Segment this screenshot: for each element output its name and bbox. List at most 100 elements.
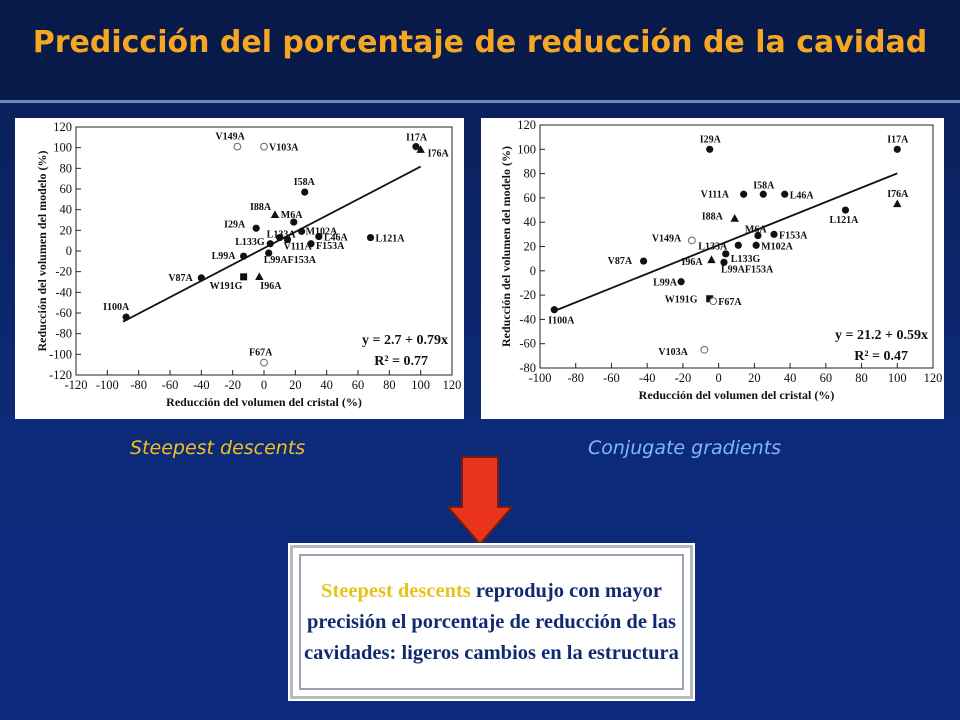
data-point-L99AF153A [720, 258, 728, 266]
data-point-L46A [315, 232, 323, 241]
down-arrow-icon [445, 456, 515, 546]
regression-equation: y = 2.7 + 0.79x [362, 333, 448, 348]
x-tick-label: 120 [924, 371, 943, 385]
x-tick-label: 120 [443, 378, 462, 392]
x-tick-label: -20 [675, 371, 692, 385]
chart-steepest-descents: -120 -100 -80 -60 -40 -20 0 20 40 60 80 100 120 -120-… [15, 118, 464, 419]
x-axis-label: Reducción del volumen del cristal (%) [639, 388, 835, 402]
point-label: W191G [210, 281, 243, 292]
x-tick-label: 80 [383, 378, 396, 392]
x-tick-label: 0 [716, 371, 722, 385]
point-label: M102A [761, 241, 793, 252]
regression-equation: y = 21.2 + 0.59x [835, 328, 928, 343]
point-label: V111A [284, 242, 313, 253]
data-point-V87A [197, 274, 205, 282]
data-point-V87A [640, 257, 648, 265]
data-point-L133G [722, 250, 730, 258]
caption-conjugate-gradients: Conjugate gradients [588, 437, 782, 459]
data-point-I96A [255, 272, 264, 281]
y-tick-label: 60 [60, 182, 73, 196]
point-label: F67A [718, 297, 742, 308]
y-tick-label: 100 [53, 141, 72, 155]
point-label: I17A [887, 134, 909, 145]
data-point-F67A [709, 297, 718, 306]
chart-svg-left: -120 -100 -80 -60 -40 -20 0 20 40 60 80 100 120-120-… [35, 120, 462, 409]
data-point-L99A [240, 252, 248, 260]
point-label: I29A [224, 219, 246, 230]
conclusion-body: reprodujo con mayor precisión el porcent… [304, 579, 679, 664]
y-tick-label: -60 [519, 337, 536, 351]
point-label: I96A [260, 281, 282, 292]
data-point-M6A [754, 231, 762, 240]
x-tick-label: -100 [96, 378, 119, 392]
y-tick-label: -80 [519, 361, 536, 375]
point-label: I58A [294, 177, 316, 188]
y-tick-label: 20 [60, 223, 73, 237]
data-point-V103A [260, 142, 268, 151]
y-tick-label: 120 [53, 120, 72, 134]
point-label: V87A [168, 273, 193, 284]
chart-conjugate-gradients: -100 -80 -60 -40 -20 0 20 40 60 80 100 120 -80 -60 -40… [481, 118, 944, 419]
point-label: V87A [608, 256, 633, 267]
data-point-I17A [893, 145, 901, 153]
x-tick-label: -60 [603, 371, 620, 385]
point-label: L121A [829, 215, 859, 226]
point-label: I58A [753, 180, 775, 191]
x-tick-label: -120 [65, 378, 88, 392]
y-tick-label: 40 [524, 215, 537, 229]
page-title: Predicción del porcentaje de reducción d… [32, 25, 928, 60]
point-label: W191G [665, 295, 698, 306]
data-point-F153A [307, 240, 315, 248]
data-point-L133G [266, 240, 274, 248]
regression-line [553, 172, 898, 312]
point-label: M6A [745, 225, 767, 236]
y-tick-label: -60 [55, 306, 72, 320]
point-label: L133G [235, 237, 265, 248]
data-point-L133A [276, 233, 284, 242]
point-label: V149A [215, 132, 245, 143]
point-label: L46A [324, 233, 349, 244]
x-tick-label: -60 [162, 378, 179, 392]
point-label: F153A [316, 241, 345, 252]
data-point-L46A [781, 190, 789, 198]
x-tick-label: 20 [289, 378, 302, 392]
point-label: L121A [376, 234, 406, 245]
data-point-M102A [752, 241, 760, 249]
y-tick-label: -80 [55, 327, 72, 341]
y-tick-label: -40 [519, 312, 536, 326]
x-axis-label: Reducción del volumen del cristal (%) [166, 395, 362, 409]
data-point-L99AF153A [265, 249, 273, 257]
data-point-L99A [677, 278, 685, 286]
point-label: I29A [700, 134, 722, 145]
y-tick-label: -20 [55, 265, 72, 279]
point-label: L99A [653, 278, 678, 289]
point-label: F67A [249, 348, 273, 359]
x-tick-label: -80 [130, 378, 147, 392]
y-tick-label: -20 [519, 288, 536, 302]
data-point-V149A [687, 236, 696, 245]
data-point-W191G [240, 273, 248, 281]
y-tick-label: -40 [55, 285, 72, 299]
point-label: I88A [250, 202, 272, 213]
y-axis-label: Reducción del volumen del modelo (%) [499, 146, 513, 347]
point-label: L99AF153A [264, 255, 317, 266]
data-point-I58A [759, 190, 767, 198]
y-axis-label: Reducción del volumen del modelo (%) [35, 151, 49, 352]
data-point-I29A [706, 145, 714, 153]
data-point-M102A [298, 227, 306, 235]
x-tick-label: 60 [820, 371, 833, 385]
point-label: I17A [406, 133, 428, 144]
data-point-F153A [770, 230, 778, 238]
x-tick-label: -80 [567, 371, 584, 385]
data-point-V103A [700, 345, 709, 354]
data-point-V111A [283, 236, 292, 244]
conclusion-box: Steepest descents reprodujo con mayor pr… [293, 548, 690, 696]
data-point-I17A [412, 143, 420, 151]
caption-steepest-descents: Steepest descents [130, 437, 306, 459]
point-label: I76A [887, 189, 909, 200]
data-point-W191G [706, 295, 714, 303]
point-label: L46A [790, 190, 815, 201]
y-tick-label: 100 [517, 142, 536, 156]
y-tick-label: 0 [530, 264, 536, 278]
data-point-V149A [233, 142, 242, 151]
